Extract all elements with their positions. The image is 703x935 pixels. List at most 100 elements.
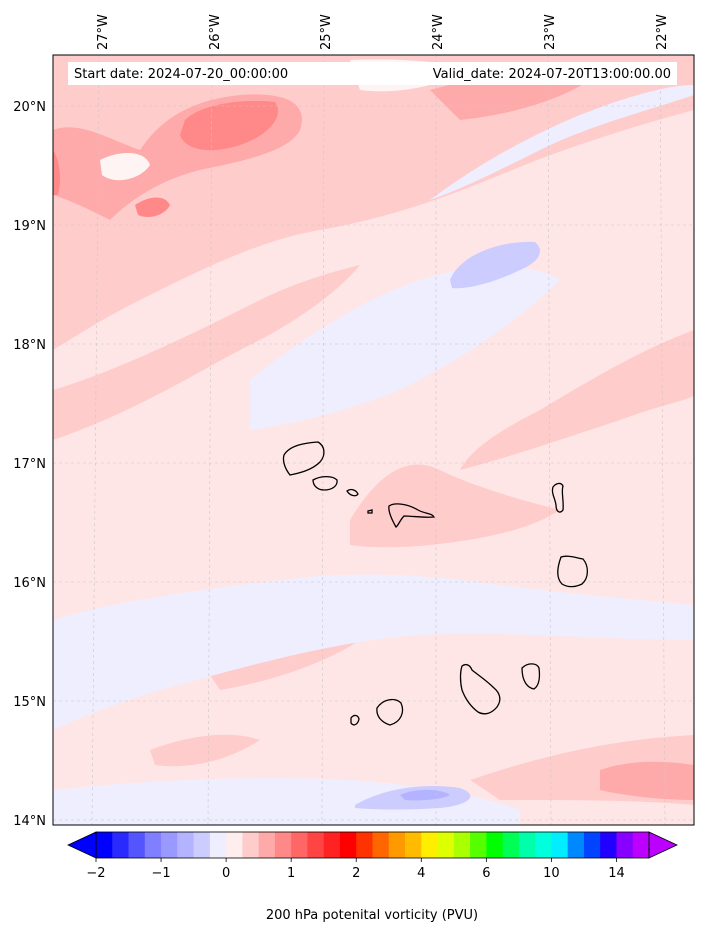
gridline-lon [91,55,100,825]
lon-tick-label: 25°W [319,14,334,50]
lat-tick-label: 14°N [13,814,46,829]
colorbar-cell [323,832,341,858]
island-boa-vista [557,555,589,588]
lat-tick-labels: 20°N 19°N 18°N 17°N 16°N 15°N 14°N [13,100,46,829]
colorbar-cell [600,832,618,858]
pv-band-light-blue [430,85,694,200]
island-santa-luzia [346,488,359,497]
lat-tick-label: 19°N [13,219,46,234]
colorbar-cell [144,832,162,858]
gridline-lon [321,55,325,825]
colorbar-cell [372,832,390,858]
colorbar-cell [339,832,357,858]
colorbar-cell [486,832,504,858]
colorbar-cell [567,832,585,858]
colorbar-cell [632,832,650,858]
colorbar-cell [291,832,309,858]
lat-tick-label: 17°N [13,457,46,472]
pv-band-blue [450,241,540,289]
colorbar-cell [583,832,601,858]
colorbar-cell [128,832,146,858]
colorbar-cell [453,832,471,858]
colorbar-tick-label: 1 [287,866,295,881]
gridline-lon [547,55,552,825]
colorbar-ticks: −2 −1 0 1 2 4 6 10 14 [86,858,625,881]
lon-tick-labels: 27°W 26°W 25°W 24°W 23°W 22°W [96,14,670,50]
colorbar-cell [502,832,520,858]
colorbar-cell [193,832,211,858]
colorbar-cell [421,832,439,858]
colorbar-tick-label: 4 [417,866,425,881]
colorbar-tick-label: −1 [151,866,170,881]
colorbar-cells [96,832,650,858]
pv-band-dark-pink [135,197,170,217]
colorbar-tick-label: −2 [86,866,105,881]
colorbar-cell [274,832,292,858]
colorbar-cell [518,832,536,858]
pv-band-light-pink [350,464,560,548]
pv-band-white [100,153,150,181]
colorbar-cell [112,832,130,858]
lat-tick-label: 18°N [13,338,46,353]
colorbar: −2 −1 0 1 2 4 6 10 14 200 hPa potenital vorticit… [67,831,678,923]
pv-band-dark-pink [180,100,279,151]
colorbar-title: 200 hPa potenital vorticity (PVU) [266,908,478,923]
lat-tick-label: 15°N [13,695,46,710]
colorbar-tick-label: 6 [482,866,490,881]
colorbar-tick-label: 14 [608,866,625,881]
colorbar-cell [258,832,276,858]
gridline-lon [207,55,213,825]
colorbar-cell [226,832,243,858]
colorbar-cell [437,832,455,858]
island-sal [551,482,564,513]
pv-band-light-pink [150,734,260,767]
island-brava [350,714,360,726]
island-santiago [459,663,501,715]
colorbar-cell [161,832,178,858]
pv-band-dark-pink [53,150,61,195]
start-date-text: Start date: 2024-07-20_00:00:00 [74,67,288,82]
colorbar-tick-label: 2 [352,866,360,881]
pv-band-pink [600,761,694,800]
valid-date-text: Valid_date: 2024-07-20T13:00:00.00 [433,67,671,82]
colorbar-cell [177,832,195,858]
pv-band-blue-dark [400,789,450,801]
pv-band-light-blue [250,266,560,430]
colorbar-tick-label: 10 [543,866,560,881]
lat-tick-label: 20°N [13,100,46,115]
lon-tick-label: 26°W [208,14,223,50]
lon-tick-label: 27°W [96,14,111,50]
map-panel: Start date: 2024-07-20_00:00:00 Valid_da… [52,54,695,826]
colorbar-frame [95,831,650,859]
colorbar-cell [356,832,374,858]
colorbar-cell [405,832,422,858]
header-box [68,62,677,85]
pv-band-light-pink [53,265,360,440]
pv-band-light-blue [53,574,694,730]
colorbar-cell [209,832,227,858]
island-raso [367,509,373,514]
lon-tick-label: 22°W [655,14,670,50]
lon-tick-label: 24°W [431,14,446,50]
colorbar-arrow-left [67,831,97,859]
map-frame [52,54,695,826]
colorbar-cell [616,832,634,858]
colorbar-cell [307,832,325,858]
colorbar-cell [551,832,569,858]
island-sao-nicolau [388,503,435,528]
island-fogo [376,698,404,726]
coastlines [282,441,589,726]
colorbar-cell [96,832,113,858]
gridlines [53,55,694,825]
lat-tick-label: 16°N [13,576,46,591]
pv-band-light-pink [460,330,694,470]
colorbar-cell [470,832,487,858]
island-santo-antao [282,441,325,476]
vorticity-field [53,55,694,825]
pv-band-pink [430,74,590,120]
colorbar-arrow-right [648,831,678,859]
colorbar-cell [388,832,406,858]
island-sao-vicente [312,475,338,491]
island-maio [521,663,541,690]
